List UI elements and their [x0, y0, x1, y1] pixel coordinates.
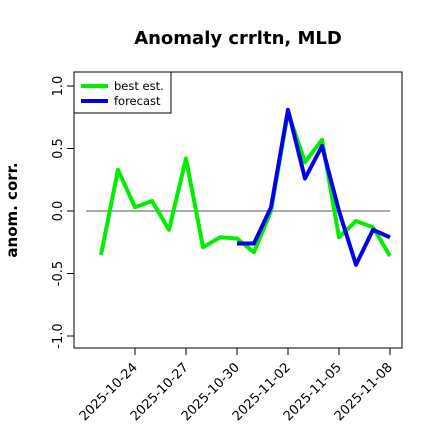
- y-tick-label: -0.5: [51, 261, 66, 286]
- plot-frame: [73, 71, 403, 349]
- x-axis: 2025-10-242025-10-272025-10-302025-11-02…: [77, 348, 396, 424]
- legend: best est. forecast: [73, 71, 172, 114]
- y-axis-label: anom. corr.: [3, 162, 21, 257]
- y-tick-label: 1.0: [51, 76, 66, 97]
- chart-title: Anomaly crrltn, MLD: [134, 28, 342, 49]
- y-tick-label: -1.0: [51, 323, 66, 348]
- legend-label-best-est: best est.: [114, 79, 164, 93]
- y-tick-label: 0.0: [51, 201, 66, 222]
- legend-box: [73, 71, 172, 114]
- y-tick-label: 0.5: [51, 138, 66, 159]
- series-line-forecast: [237, 107, 391, 267]
- y-axis: -1.0 -0.5 0.0 0.5 1.0: [51, 76, 74, 349]
- legend-label-forecast: forecast: [114, 94, 161, 108]
